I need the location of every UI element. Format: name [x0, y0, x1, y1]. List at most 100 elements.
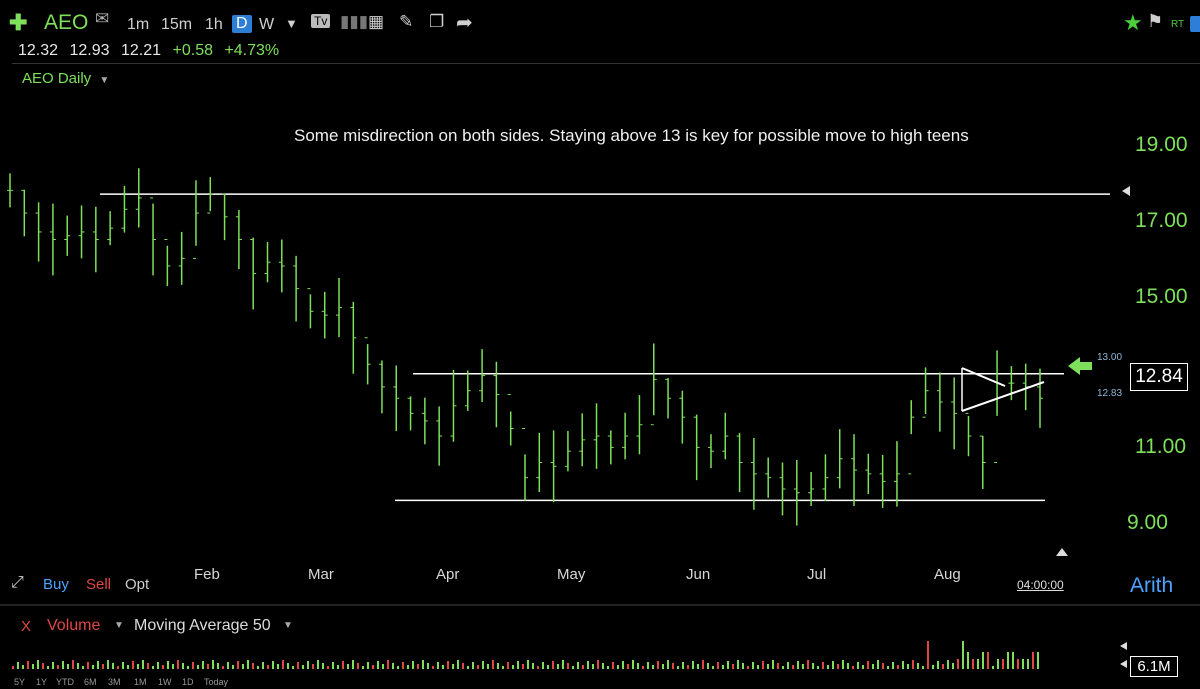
volume-bar — [862, 665, 864, 669]
volume-bar — [212, 660, 214, 669]
volume-bar — [307, 661, 309, 669]
tab-15m[interactable]: 15m — [161, 16, 193, 33]
volume-bar — [597, 660, 599, 669]
draw-pencil-icon[interactable]: ✎ — [399, 12, 414, 31]
share-icon[interactable]: ➦ — [456, 12, 473, 34]
tab-d[interactable]: D — [232, 15, 252, 33]
chevron-down-icon[interactable]: ▼ — [283, 620, 293, 631]
volume-bar — [317, 660, 319, 669]
volume-bar — [977, 659, 979, 669]
option-button[interactable]: Opt — [125, 576, 150, 593]
volume-bar — [1022, 659, 1024, 669]
range-1w[interactable]: 1W — [158, 677, 172, 687]
volume-bar — [232, 665, 234, 669]
tab-w[interactable]: W — [259, 16, 275, 33]
volume-bar — [397, 666, 399, 669]
y-tick: 9.00 — [1127, 511, 1168, 534]
study-label[interactable]: AEO Daily ▼ — [22, 70, 109, 87]
alert-marker-icon — [1122, 186, 1130, 196]
volume-bar — [817, 666, 819, 669]
volume-value-badge: 6.1M — [1130, 656, 1178, 677]
volume-bar — [972, 659, 974, 669]
volume-bar — [527, 660, 529, 669]
buy-button[interactable]: Buy — [43, 576, 69, 593]
range-1d[interactable]: 1D — [182, 677, 194, 687]
timeframe-dropdown-icon[interactable]: ▼ — [285, 16, 298, 31]
range-today[interactable]: Today — [204, 677, 229, 687]
volume-bar — [837, 664, 839, 669]
volume-bar — [572, 666, 574, 669]
volume-bar — [702, 660, 704, 669]
symbol-field[interactable]: AEO — [44, 11, 89, 34]
volume-bar — [792, 665, 794, 669]
volume-bar — [467, 666, 469, 669]
volume-bar — [782, 666, 784, 669]
notes-icon[interactable]: ❐ — [429, 12, 445, 31]
volume-bar — [512, 665, 514, 669]
volume-bar — [167, 661, 169, 669]
volume-bar — [687, 665, 689, 669]
y-tick: 11.00 — [1135, 435, 1186, 458]
volume-bar — [372, 665, 374, 669]
chart-annotation: Some misdirection on both sides. Staying… — [294, 126, 969, 145]
volume-bar — [507, 662, 509, 669]
settings-button[interactable] — [1190, 16, 1200, 32]
sell-button[interactable]: Sell — [86, 576, 112, 593]
star-icon[interactable]: ★ — [1123, 10, 1143, 35]
volume-bar — [142, 660, 144, 669]
range-1y[interactable]: 1Y — [36, 677, 48, 687]
expand-icon[interactable]: ⤢ — [11, 574, 24, 591]
volume-bar — [207, 664, 209, 669]
volume-bar — [162, 665, 164, 669]
chevron-down-icon[interactable]: ▼ — [114, 620, 124, 631]
tab-1m[interactable]: 1m — [127, 16, 150, 33]
tab-1h[interactable]: 1h — [205, 16, 223, 33]
triangle-lower-line — [961, 381, 1045, 412]
volume-bar — [942, 664, 944, 669]
volume-bar — [847, 663, 849, 669]
volume-bar — [877, 660, 879, 669]
bar-chart-icon[interactable]: ▮▮▮ — [340, 12, 369, 31]
range-1m[interactable]: 1M — [134, 677, 147, 687]
volume-bar — [82, 666, 84, 669]
volume-bar — [407, 665, 409, 669]
volume-study-label[interactable]: Volume — [47, 617, 101, 634]
add-icon[interactable]: ✚ — [9, 10, 28, 35]
volume-bar — [437, 662, 439, 669]
close-pane-button[interactable]: X — [21, 618, 32, 635]
volume-bar — [92, 665, 94, 669]
range-ytd[interactable]: YTD — [56, 677, 74, 687]
volume-bar — [187, 666, 189, 669]
volume-bar — [412, 661, 414, 669]
volume-bar — [787, 662, 789, 669]
volume-bar — [832, 661, 834, 669]
volume-bar — [227, 662, 229, 669]
range-6m[interactable]: 6M — [84, 677, 97, 687]
volume-bar — [772, 660, 774, 669]
volume-bar — [677, 666, 679, 669]
volume-bar — [757, 665, 759, 669]
range-5y[interactable]: 5Y — [14, 677, 26, 687]
volume-bar — [642, 666, 644, 669]
scale-mode-toggle[interactable]: Arith — [1130, 574, 1174, 597]
volume-bar — [672, 663, 674, 669]
volume-bar — [127, 665, 129, 669]
volume-bar — [262, 662, 264, 669]
volume-bar — [637, 663, 639, 669]
range-3m[interactable]: 3M — [108, 677, 121, 687]
calculator-icon[interactable]: ▦ — [368, 12, 385, 31]
volume-bar — [812, 663, 814, 669]
scroll-up-icon — [1056, 548, 1068, 556]
volume-bar — [52, 662, 54, 669]
chevron-down-icon[interactable]: ▼ — [99, 75, 110, 86]
volume-bar — [937, 661, 939, 669]
tv-icon[interactable]: Tv — [311, 14, 331, 28]
ma-study-label[interactable]: Moving Average 50 — [134, 617, 271, 634]
volume-bar — [147, 663, 149, 669]
flag-icon[interactable]: ⚑ — [1147, 11, 1164, 31]
link-icon[interactable]: ✉ — [95, 9, 110, 28]
volume-bar — [552, 661, 554, 669]
volume-bar — [517, 661, 519, 669]
volume-bar — [777, 663, 779, 669]
